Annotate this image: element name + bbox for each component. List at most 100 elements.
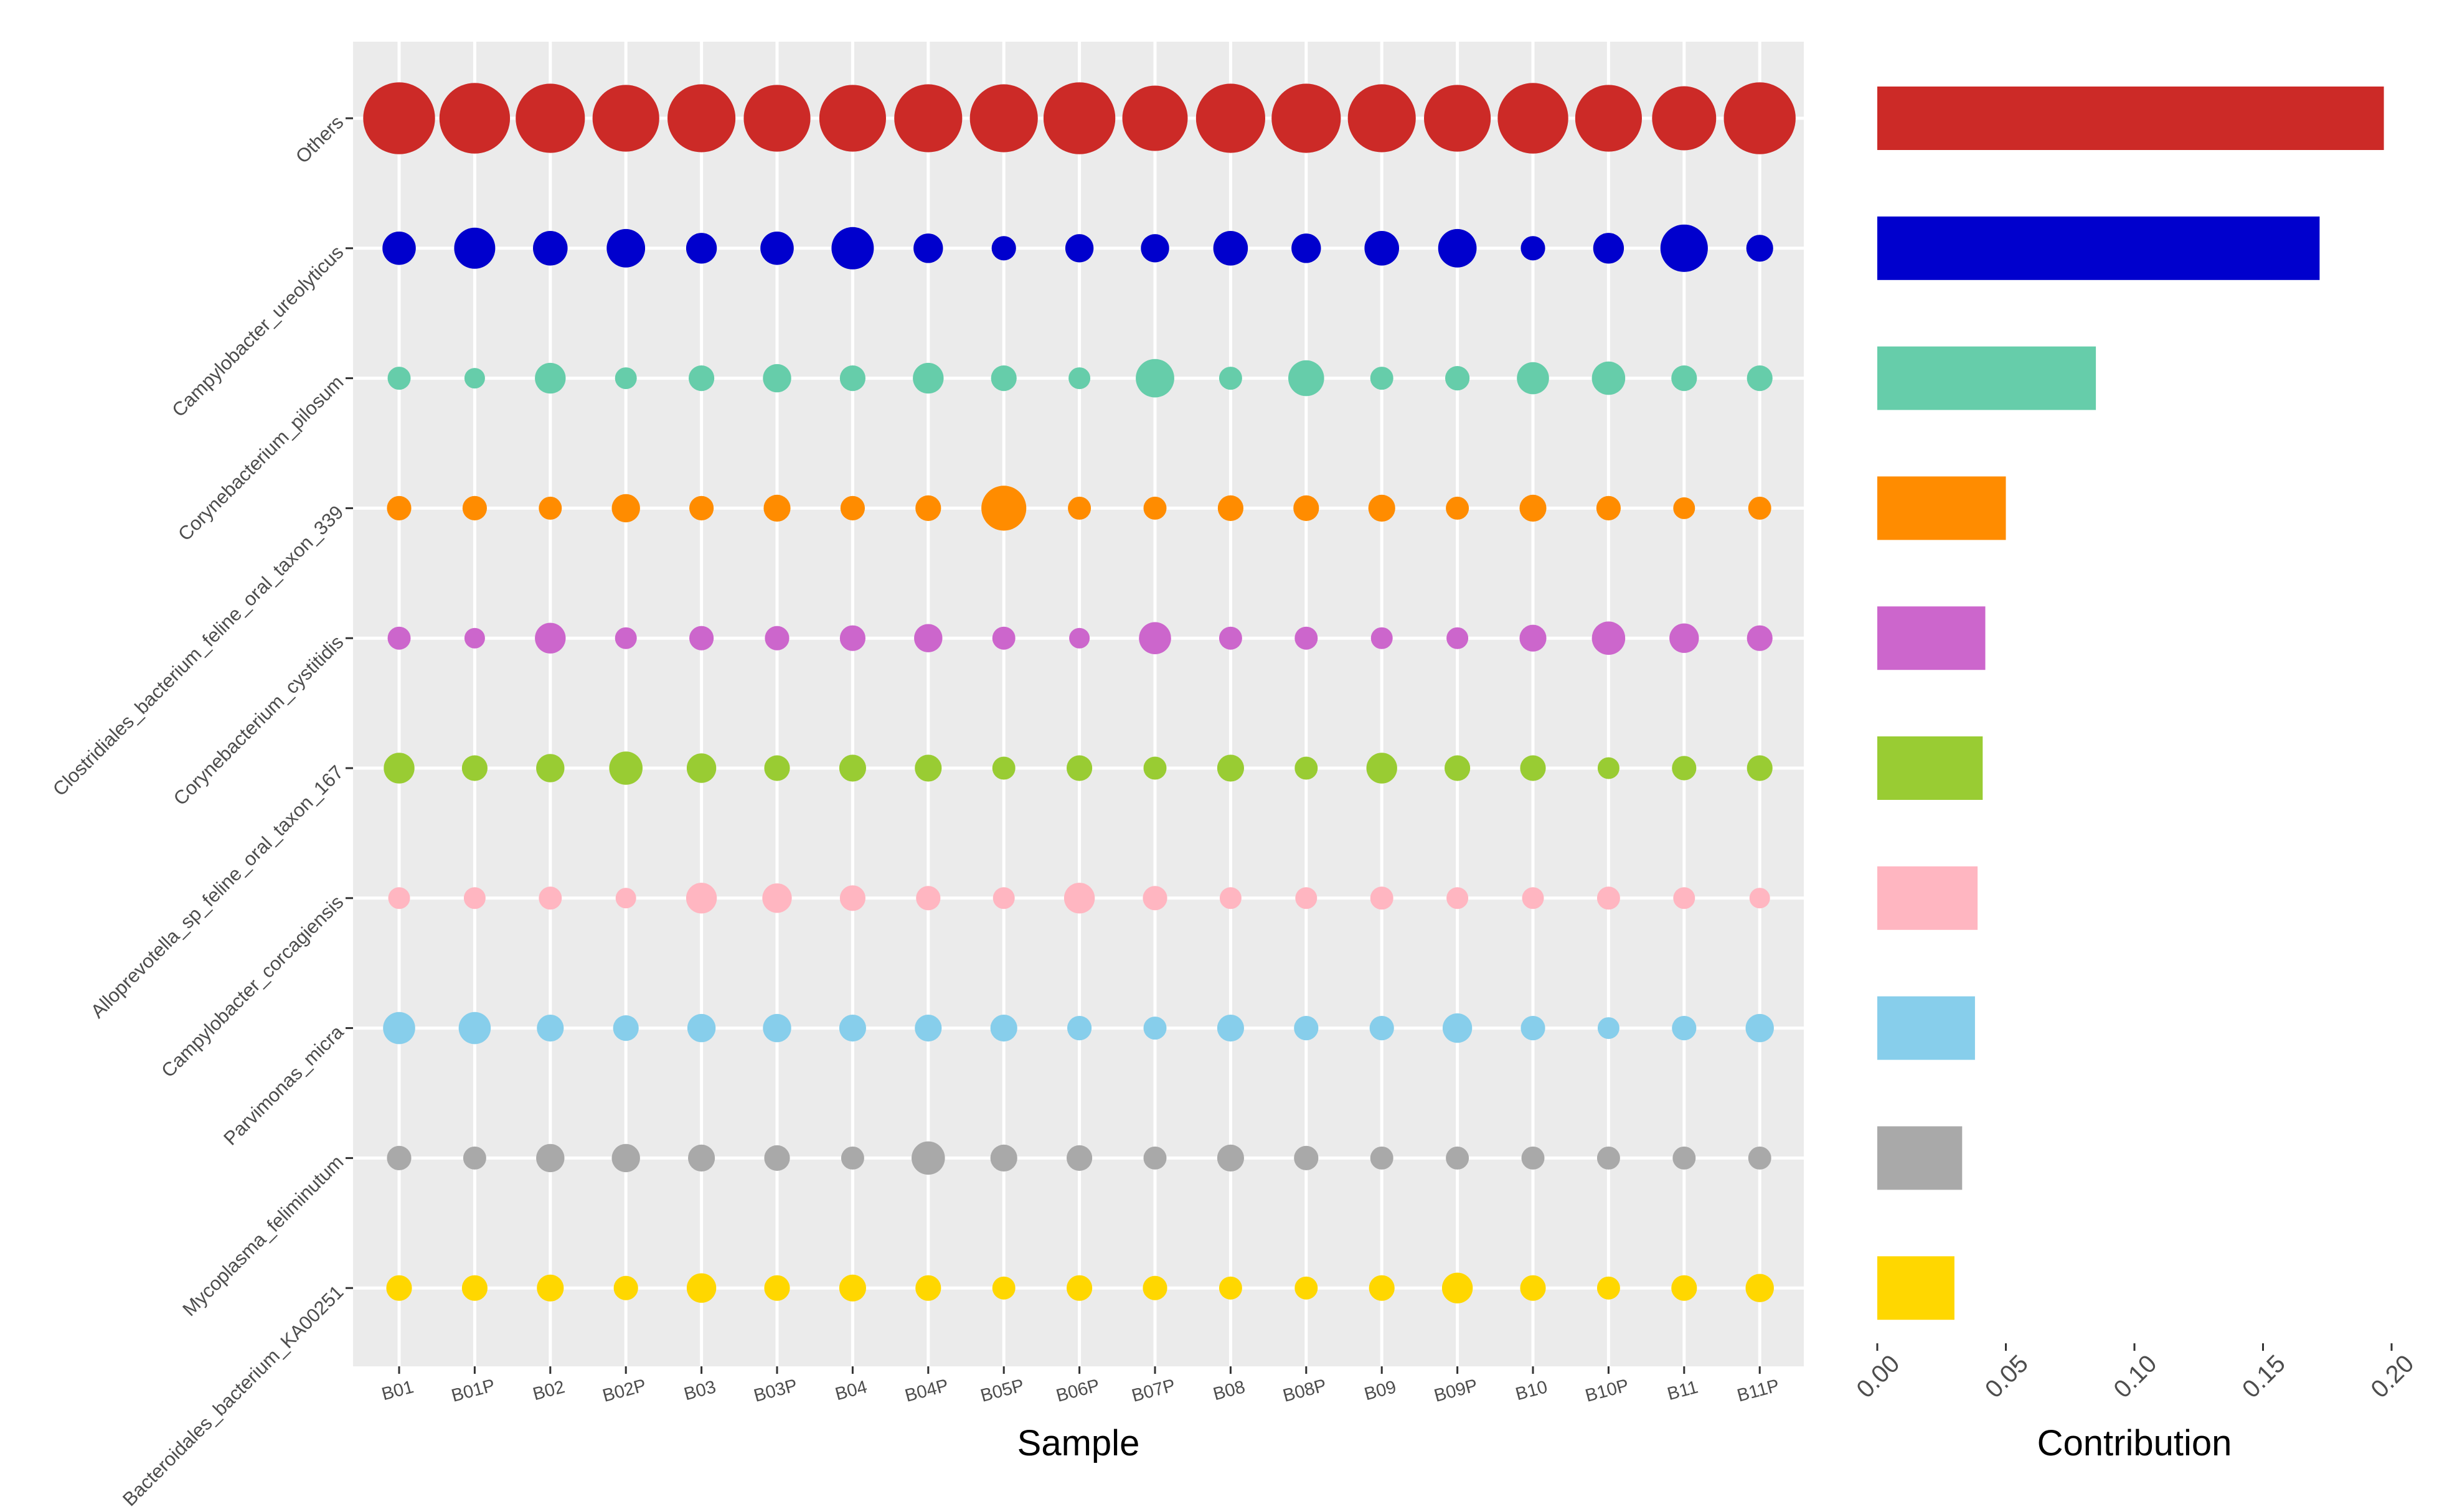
bubble-point bbox=[1271, 83, 1341, 153]
x-tick-label: B10 bbox=[1514, 1377, 1550, 1404]
bubble-point bbox=[992, 1276, 1016, 1300]
bubble-point bbox=[1672, 1016, 1697, 1041]
bubble-point bbox=[839, 1015, 866, 1042]
bubble-point bbox=[841, 1146, 864, 1170]
bubble-point bbox=[689, 626, 714, 650]
bubble-point bbox=[1217, 1015, 1244, 1042]
bubble-point bbox=[1143, 496, 1167, 520]
bubble-point bbox=[915, 495, 941, 522]
bubble-point bbox=[914, 624, 943, 652]
bubble-point bbox=[1671, 365, 1697, 392]
bubble-point bbox=[1294, 1145, 1319, 1170]
bubble-point bbox=[613, 1275, 638, 1300]
bubble-point bbox=[386, 1275, 412, 1301]
bubble-point bbox=[1597, 1017, 1620, 1040]
bubble-point bbox=[454, 227, 496, 269]
bubble-point bbox=[981, 486, 1027, 531]
bubble-point bbox=[1068, 367, 1091, 390]
bubble-point bbox=[992, 887, 1015, 909]
bubble-point bbox=[840, 495, 865, 521]
y-tick-label: Others bbox=[291, 111, 348, 168]
bubble-point bbox=[894, 84, 963, 153]
bubble-point bbox=[1575, 85, 1642, 152]
bubble-point bbox=[1517, 362, 1549, 395]
bubble-point bbox=[686, 753, 717, 783]
bubble-point bbox=[464, 368, 485, 389]
x-tick-label: B07P bbox=[1129, 1376, 1177, 1406]
bubble-point bbox=[969, 84, 1038, 153]
bubble-point bbox=[388, 887, 410, 909]
bubble-point bbox=[1652, 86, 1717, 151]
bubble-point bbox=[688, 1144, 715, 1172]
y-tick-label: Clostridiales_bacterium_feline_oral_taxo… bbox=[49, 501, 347, 800]
bubble-point bbox=[1043, 82, 1116, 154]
bubble-point bbox=[383, 1012, 415, 1045]
contribution-bar bbox=[1877, 996, 1975, 1060]
bubble-point bbox=[1593, 233, 1624, 264]
bubble-point bbox=[1219, 887, 1242, 909]
bubble-point bbox=[1521, 236, 1545, 261]
x-tick-label: B02P bbox=[600, 1376, 648, 1406]
bubble-point bbox=[992, 626, 1016, 650]
bubble-point bbox=[1591, 621, 1626, 655]
bubble-point bbox=[387, 495, 412, 521]
bubble-point bbox=[1368, 494, 1395, 522]
x-tick-label: B02 bbox=[530, 1377, 567, 1404]
bubble-point bbox=[689, 495, 714, 521]
contribution-bars bbox=[1877, 87, 2384, 1320]
contribution-bar bbox=[1877, 216, 2320, 280]
x-tick-label: B01 bbox=[380, 1377, 416, 1404]
bar-axis-tick-label: 0.20 bbox=[2365, 1350, 2419, 1403]
bubble-point bbox=[615, 367, 637, 390]
bubble-point bbox=[763, 1013, 791, 1043]
bubble-point bbox=[1497, 83, 1568, 154]
bubble-point bbox=[1519, 494, 1547, 522]
bubble-point bbox=[915, 1015, 942, 1042]
bubble-point bbox=[990, 1015, 1017, 1042]
bubble-point bbox=[1219, 626, 1242, 650]
bubble-point bbox=[1294, 756, 1318, 780]
y-tick-label: Parvimonas_micra bbox=[219, 1021, 348, 1150]
bubble-point bbox=[1445, 755, 1471, 781]
bubble-point bbox=[1671, 1275, 1697, 1301]
x-tick-label: B08P bbox=[1281, 1376, 1329, 1406]
bubble-point bbox=[1596, 1276, 1620, 1300]
bubble-point bbox=[1672, 756, 1697, 781]
bubble-point bbox=[991, 236, 1016, 261]
contribution-bar bbox=[1877, 87, 2384, 150]
bubble-point bbox=[387, 1145, 412, 1170]
bubble-point bbox=[763, 364, 791, 393]
bubble-point bbox=[1366, 753, 1397, 784]
bubble-point bbox=[1445, 366, 1470, 391]
bubble-point bbox=[463, 887, 486, 909]
bubble-point bbox=[1295, 887, 1318, 909]
bubble-point bbox=[1347, 84, 1416, 153]
bubble-point bbox=[1288, 360, 1324, 397]
bubble-point bbox=[764, 1275, 790, 1301]
bubble-point bbox=[992, 756, 1016, 780]
bubble-point bbox=[1370, 1146, 1393, 1170]
bubble-point bbox=[765, 626, 790, 650]
bubble-point bbox=[1660, 224, 1708, 272]
bubble-point bbox=[1143, 756, 1167, 780]
contribution-bar bbox=[1877, 1256, 1954, 1320]
bubble-point bbox=[1143, 1275, 1167, 1300]
x-tick-label: B05P bbox=[978, 1376, 1026, 1406]
bubble-point bbox=[839, 1274, 866, 1302]
bubble-point bbox=[387, 626, 411, 650]
x-tick-label: B09P bbox=[1432, 1376, 1480, 1406]
bubble-point bbox=[912, 1141, 945, 1175]
bubble-point bbox=[611, 494, 640, 523]
bubble-point bbox=[1446, 496, 1469, 520]
bubble-point bbox=[384, 753, 415, 784]
bubble-point bbox=[1521, 1146, 1545, 1170]
bubble-point bbox=[1745, 1013, 1774, 1043]
bar-axis-tick-label: 0.05 bbox=[1980, 1350, 2034, 1403]
x-tick-label: B11P bbox=[1735, 1376, 1782, 1406]
bubble-point bbox=[382, 232, 416, 265]
bubble-point bbox=[1442, 1013, 1473, 1043]
x-axis-tick-labels: B01 B01P B02 B02P B03 B03P B04 B04P B05P B06P B07P… bbox=[380, 1366, 1782, 1406]
bubble-point bbox=[1213, 231, 1248, 266]
bubble-point bbox=[1217, 495, 1243, 522]
bubble-point bbox=[536, 754, 565, 782]
